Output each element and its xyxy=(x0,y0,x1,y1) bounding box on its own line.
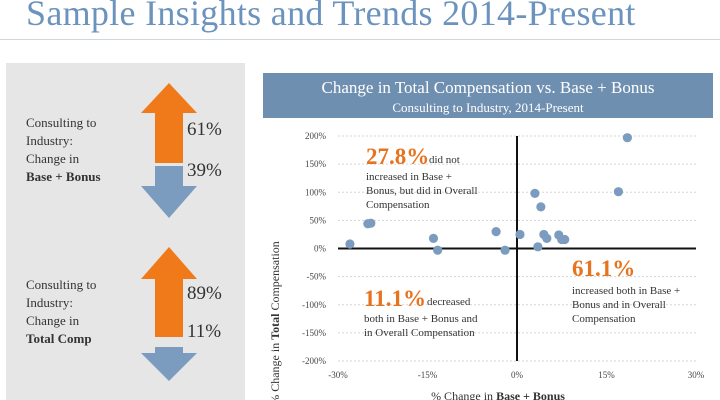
y-tick-label: 0% xyxy=(314,244,327,254)
annotation-value: 11.1% xyxy=(364,286,426,311)
chart-header: Change in Total Compensation vs. Base + … xyxy=(263,73,713,118)
y-tick-label: -50% xyxy=(307,272,327,282)
chart-subtitle: Consulting to Industry, 2014-Present xyxy=(392,100,584,115)
data-point xyxy=(345,239,355,249)
x-tick-label: -15% xyxy=(418,370,438,380)
annotation-text: Bonus, but did in Overall xyxy=(366,185,478,197)
stat-label-line: Consulting to xyxy=(26,277,97,292)
y-tick-label: -100% xyxy=(302,300,326,310)
annotation-text: Bonus and in Overall xyxy=(572,299,666,311)
annotation-text: increased both in Base + xyxy=(572,285,680,297)
annotation-text: both in Base + Bonus and xyxy=(364,313,478,325)
data-point xyxy=(515,229,525,240)
stat-label: Consulting to Industry: Change in Base +… xyxy=(26,114,146,186)
y-tick-label: -200% xyxy=(302,356,326,366)
annotation-text: in Overall Compensation xyxy=(364,327,475,339)
stat-label: Consulting to Industry: Change in Total … xyxy=(26,276,146,348)
data-point xyxy=(542,233,552,243)
x-tick-label: -30% xyxy=(328,370,348,380)
data-point xyxy=(366,218,376,228)
y-axis-label: % Change in Total Compensation xyxy=(268,241,282,400)
x-tick-label: 30% xyxy=(688,370,705,380)
data-point xyxy=(491,227,501,237)
left-panel: Consulting to Industry: Change in Base +… xyxy=(6,63,245,400)
y-tick-label: 100% xyxy=(305,187,327,197)
data-point xyxy=(536,202,546,212)
data-point xyxy=(622,133,632,143)
chart-title: Change in Total Compensation vs. Base + … xyxy=(321,78,655,97)
data-point xyxy=(533,242,543,252)
down-percent: 39% xyxy=(187,160,222,181)
stat-label-line: Industry: xyxy=(26,295,73,310)
page-title: Sample Insights and Trends 2014-Present xyxy=(26,0,636,33)
stat-label-line: Industry: xyxy=(26,133,73,148)
y-tick-label: 150% xyxy=(305,159,327,169)
y-tick-label: 200% xyxy=(305,131,327,141)
annotation-text: did not xyxy=(429,154,460,166)
data-point xyxy=(428,233,439,243)
data-point xyxy=(500,245,510,255)
stat-block-total-comp: Consulting to Industry: Change in Total … xyxy=(6,233,245,400)
up-percent: 61% xyxy=(187,119,222,140)
data-point xyxy=(433,245,443,255)
x-tick-label: 15% xyxy=(598,370,615,380)
chart-container: Change in Total Compensation vs. Base + … xyxy=(263,73,713,400)
y-tick-label: -150% xyxy=(302,328,326,338)
annotation-text: decreased xyxy=(427,296,471,308)
stat-label-bold: Total Comp xyxy=(26,331,92,346)
annotation-text: Compensation xyxy=(366,199,430,211)
stat-block-base-bonus: Consulting to Industry: Change in Base +… xyxy=(6,63,245,223)
x-axis-label: % Change in Base + Bonus xyxy=(431,389,565,400)
up-arrow-icon xyxy=(141,247,197,337)
down-percent: 11% xyxy=(187,321,222,342)
stat-label-bold: Base + Bonus xyxy=(26,169,101,184)
stat-label-line: Change in xyxy=(26,313,80,328)
down-arrow-icon xyxy=(141,347,197,381)
y-tick-label: 50% xyxy=(310,215,327,225)
annotation-value: 27.8% xyxy=(366,144,429,169)
annotation-text: Compensation xyxy=(572,313,636,325)
stat-label-line: Change in xyxy=(26,151,80,166)
scatter-plot: 200% 150% 100% 50% 0% -50% -100% -150% -200%-30%… xyxy=(268,131,705,400)
data-point xyxy=(530,188,540,198)
stat-label-line: Consulting to xyxy=(26,115,97,130)
data-point xyxy=(560,234,570,245)
up-arrow-icon xyxy=(141,83,197,163)
down-arrow-icon xyxy=(141,166,197,218)
annotation-text: increased in Base + xyxy=(366,171,452,183)
annotation-value: 61.1% xyxy=(572,256,635,281)
title-divider xyxy=(0,39,720,40)
data-point xyxy=(613,187,624,197)
up-percent: 89% xyxy=(187,283,222,304)
x-tick-label: 0% xyxy=(511,370,524,380)
